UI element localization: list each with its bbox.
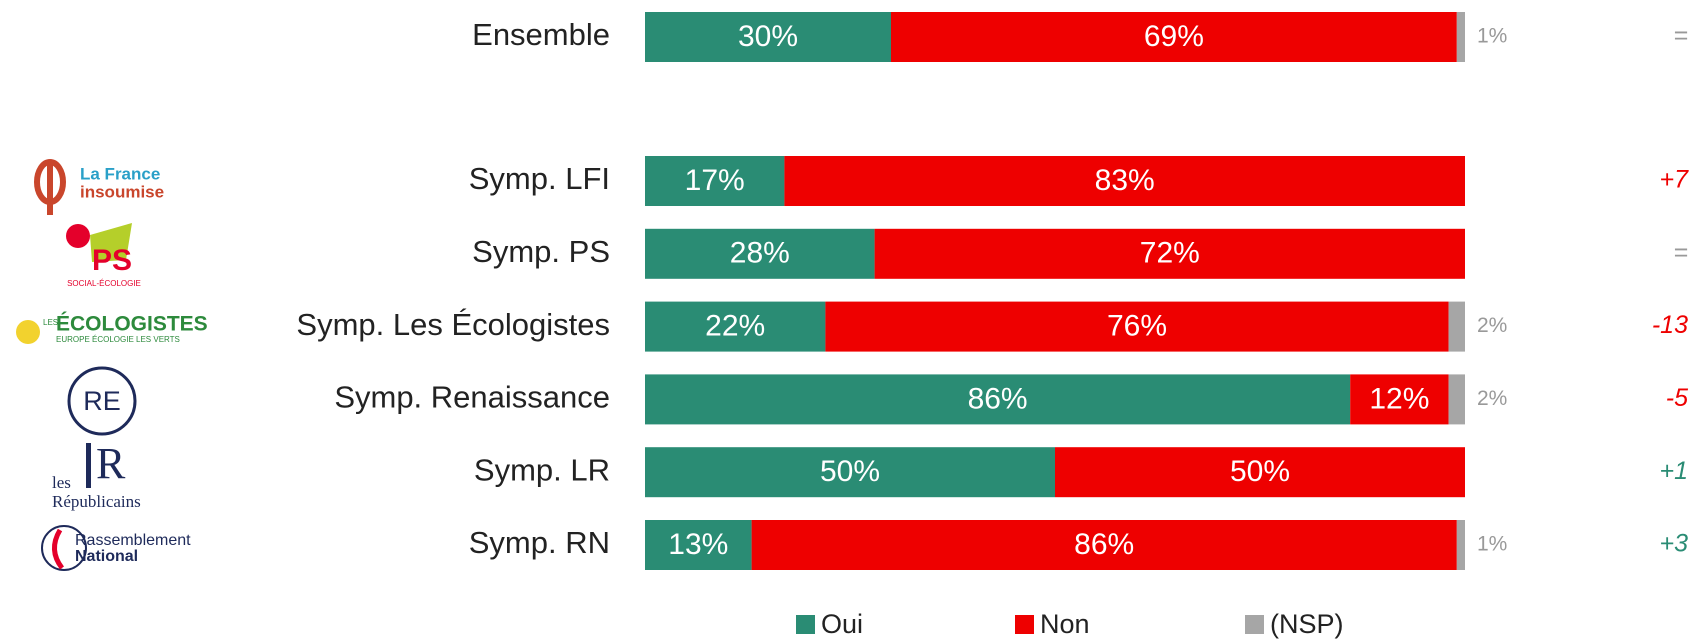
logo-text: ÉCOLOGISTES bbox=[56, 313, 208, 336]
category-label: Symp. PS bbox=[472, 234, 610, 269]
legend-swatch bbox=[796, 615, 815, 634]
legend-swatch bbox=[1245, 615, 1264, 634]
bar-segment bbox=[645, 374, 1351, 425]
logo-text: R bbox=[96, 439, 126, 488]
legend-label: Non bbox=[1040, 609, 1090, 639]
bar-segment bbox=[825, 301, 1449, 352]
logo-shape bbox=[66, 224, 90, 248]
bar-segment bbox=[645, 447, 1055, 498]
change-label: = bbox=[1673, 22, 1688, 50]
value-label: 28% bbox=[730, 237, 790, 270]
logo-text: PS bbox=[92, 244, 132, 277]
bar-segment bbox=[645, 301, 826, 352]
logo-text: insoumise bbox=[80, 182, 164, 201]
logo-ps: PS SOCIAL-ÉCOLOGIE bbox=[66, 223, 141, 288]
change-label: +1 bbox=[1659, 457, 1688, 485]
value-label: 22% bbox=[705, 310, 765, 343]
category-label: Symp. RN bbox=[469, 525, 610, 560]
logo-eco: LES ÉCOLOGISTES EUROPE ÉCOLOGIE LES VERT… bbox=[16, 313, 208, 344]
bar-segment bbox=[784, 156, 1465, 206]
category-label: Symp. LR bbox=[474, 452, 610, 487]
logo-shape bbox=[41, 525, 87, 571]
value-label: 50% bbox=[1230, 455, 1290, 488]
logo-shape bbox=[52, 528, 65, 570]
bar-segment bbox=[645, 520, 752, 570]
value-label: 1% bbox=[1477, 533, 1507, 556]
category-label: Symp. Les Écologistes bbox=[296, 307, 610, 342]
value-label: 30% bbox=[738, 20, 798, 53]
logo-lfi: La France insoumise bbox=[34, 159, 164, 215]
category-label: Symp. Renaissance bbox=[334, 380, 610, 415]
logo-text: Rassemblement bbox=[75, 532, 191, 549]
logo-text: LES bbox=[43, 318, 58, 327]
bar-segment bbox=[1055, 447, 1465, 498]
bar-segment bbox=[1448, 301, 1465, 352]
value-label: 69% bbox=[1144, 20, 1204, 53]
legend-label: (NSP) bbox=[1270, 609, 1344, 639]
value-label: 83% bbox=[1095, 164, 1155, 197]
value-label: 50% bbox=[820, 455, 880, 488]
logo-rn: Rassemblement National bbox=[41, 525, 191, 571]
value-label: 72% bbox=[1140, 237, 1200, 270]
bar-segment bbox=[1448, 374, 1465, 425]
change-label: -13 bbox=[1652, 311, 1688, 339]
category-label: Ensemble bbox=[472, 17, 610, 52]
change-label: = bbox=[1673, 238, 1688, 266]
bar-segment bbox=[891, 12, 1457, 62]
bar-segment bbox=[751, 520, 1457, 570]
logo-text: La France bbox=[80, 164, 160, 183]
bar-segment bbox=[874, 228, 1465, 279]
value-label: 86% bbox=[1074, 528, 1134, 561]
legend-swatch bbox=[1015, 615, 1034, 634]
logo-text: SOCIAL-ÉCOLOGIE bbox=[67, 279, 141, 288]
change-label: +7 bbox=[1659, 166, 1689, 194]
logo-lr: les R Républicains bbox=[52, 439, 141, 511]
logo-shape bbox=[67, 366, 137, 436]
logo-text: National bbox=[75, 548, 138, 565]
logos: La France insoumise PS SOCIAL-ÉCOLOGIE L… bbox=[16, 159, 208, 571]
logo-text: RE bbox=[83, 386, 121, 416]
category-label: Symp. LFI bbox=[469, 161, 610, 196]
bar-segment bbox=[645, 12, 891, 62]
bar-segment bbox=[645, 228, 875, 279]
logo-text: les bbox=[52, 473, 71, 492]
bar-segment bbox=[645, 156, 785, 206]
logo-re: RE bbox=[67, 366, 137, 436]
value-label: 1% bbox=[1477, 25, 1507, 48]
value-label: 12% bbox=[1369, 382, 1429, 415]
legend-label: Oui bbox=[821, 609, 863, 639]
value-label: 2% bbox=[1477, 387, 1507, 410]
change-label: -5 bbox=[1666, 384, 1688, 412]
logo-shape bbox=[86, 443, 91, 488]
value-label: 2% bbox=[1477, 314, 1507, 337]
logo-shape bbox=[16, 320, 40, 344]
bar-segment bbox=[1456, 12, 1465, 62]
value-label: 86% bbox=[968, 382, 1028, 415]
logo-text: Républicains bbox=[52, 492, 141, 511]
value-label: 17% bbox=[685, 164, 745, 197]
logo-shape bbox=[90, 223, 132, 262]
change-label: +3 bbox=[1659, 530, 1688, 558]
bar-segment bbox=[1350, 374, 1449, 425]
logo-text: EUROPE ÉCOLOGIE LES VERTS bbox=[56, 335, 180, 344]
value-label: 76% bbox=[1107, 310, 1167, 343]
bar-segment bbox=[1456, 520, 1465, 570]
value-label: 13% bbox=[668, 528, 728, 561]
